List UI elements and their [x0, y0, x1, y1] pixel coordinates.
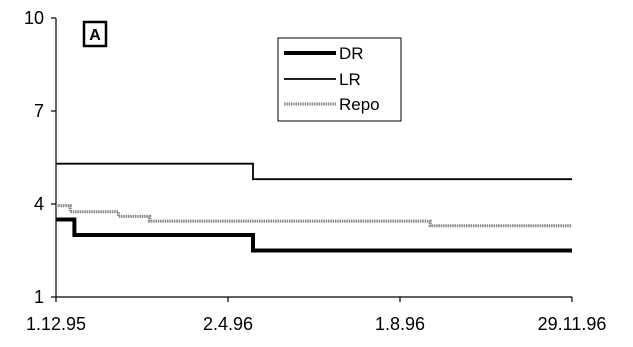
y-tick-label: 7 — [34, 101, 44, 121]
x-tick-label: 1.8.96 — [375, 314, 425, 334]
panel-label-text: A — [89, 27, 101, 44]
x-ticks: 1.12.95 2.4.96 1.8.96 29.11.96 — [26, 297, 606, 334]
legend: DR LR Repo — [277, 37, 402, 122]
y-tick-label: 10 — [24, 8, 44, 28]
x-tick-label: 2.4.96 — [203, 314, 253, 334]
series-line-repo — [56, 204, 572, 228]
y-tick-label: 4 — [34, 194, 44, 214]
legend-label-repo: Repo — [339, 95, 380, 114]
panel-label: A — [82, 20, 108, 48]
y-tick-label: 1 — [34, 287, 44, 307]
panel-label-box — [82, 20, 108, 48]
legend-label-lr: LR — [339, 70, 361, 89]
x-tick-label: 29.11.96 — [538, 314, 607, 334]
series-layer — [56, 162, 572, 253]
legend-label-dr: DR — [339, 44, 364, 63]
axes — [55, 18, 572, 298]
series-line-dr — [56, 217, 572, 253]
x-tick-label: 1.12.95 — [26, 314, 86, 334]
y-ticks: 10 7 4 1 — [24, 8, 56, 307]
series-line-lr — [56, 162, 572, 181]
